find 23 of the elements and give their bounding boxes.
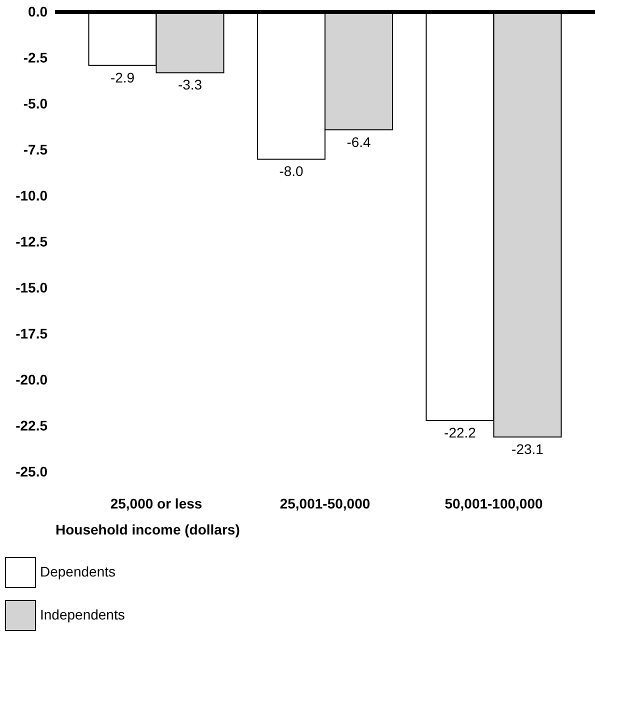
y-tick-label: -2.5 xyxy=(23,50,48,66)
data-label: -23.1 xyxy=(512,441,544,458)
y-tick-label: -7.5 xyxy=(23,142,48,158)
legend-label: Independents xyxy=(40,606,125,622)
y-tick-label: -12.5 xyxy=(16,234,48,250)
y-tick-label: -5.0 xyxy=(23,96,48,112)
data-label: -6.4 xyxy=(346,134,372,150)
x-tick-label: 25,001-50,000 xyxy=(280,496,370,512)
data-label: -22.2 xyxy=(444,424,476,440)
y-tick-label: -15.0 xyxy=(16,280,48,296)
legend-label: Dependents xyxy=(40,564,116,580)
y-tick-label: -20.0 xyxy=(16,372,48,388)
x-tick-label: 50,001-100,000 xyxy=(444,496,544,512)
data-label: -2.9 xyxy=(110,69,135,86)
x-tick-label: 25,000 or less xyxy=(110,496,202,512)
y-tick-label: -10.0 xyxy=(16,188,48,204)
y-tick-label: -17.5 xyxy=(16,326,48,342)
y-tick-label: -25.0 xyxy=(16,464,48,480)
x-axis-title: Household income (dollars) xyxy=(56,522,240,538)
y-tick-label: -22.5 xyxy=(16,418,48,434)
data-label: -8.0 xyxy=(279,163,304,180)
data-label: -3.3 xyxy=(178,76,202,93)
y-tick-label: 0.0 xyxy=(28,4,48,20)
